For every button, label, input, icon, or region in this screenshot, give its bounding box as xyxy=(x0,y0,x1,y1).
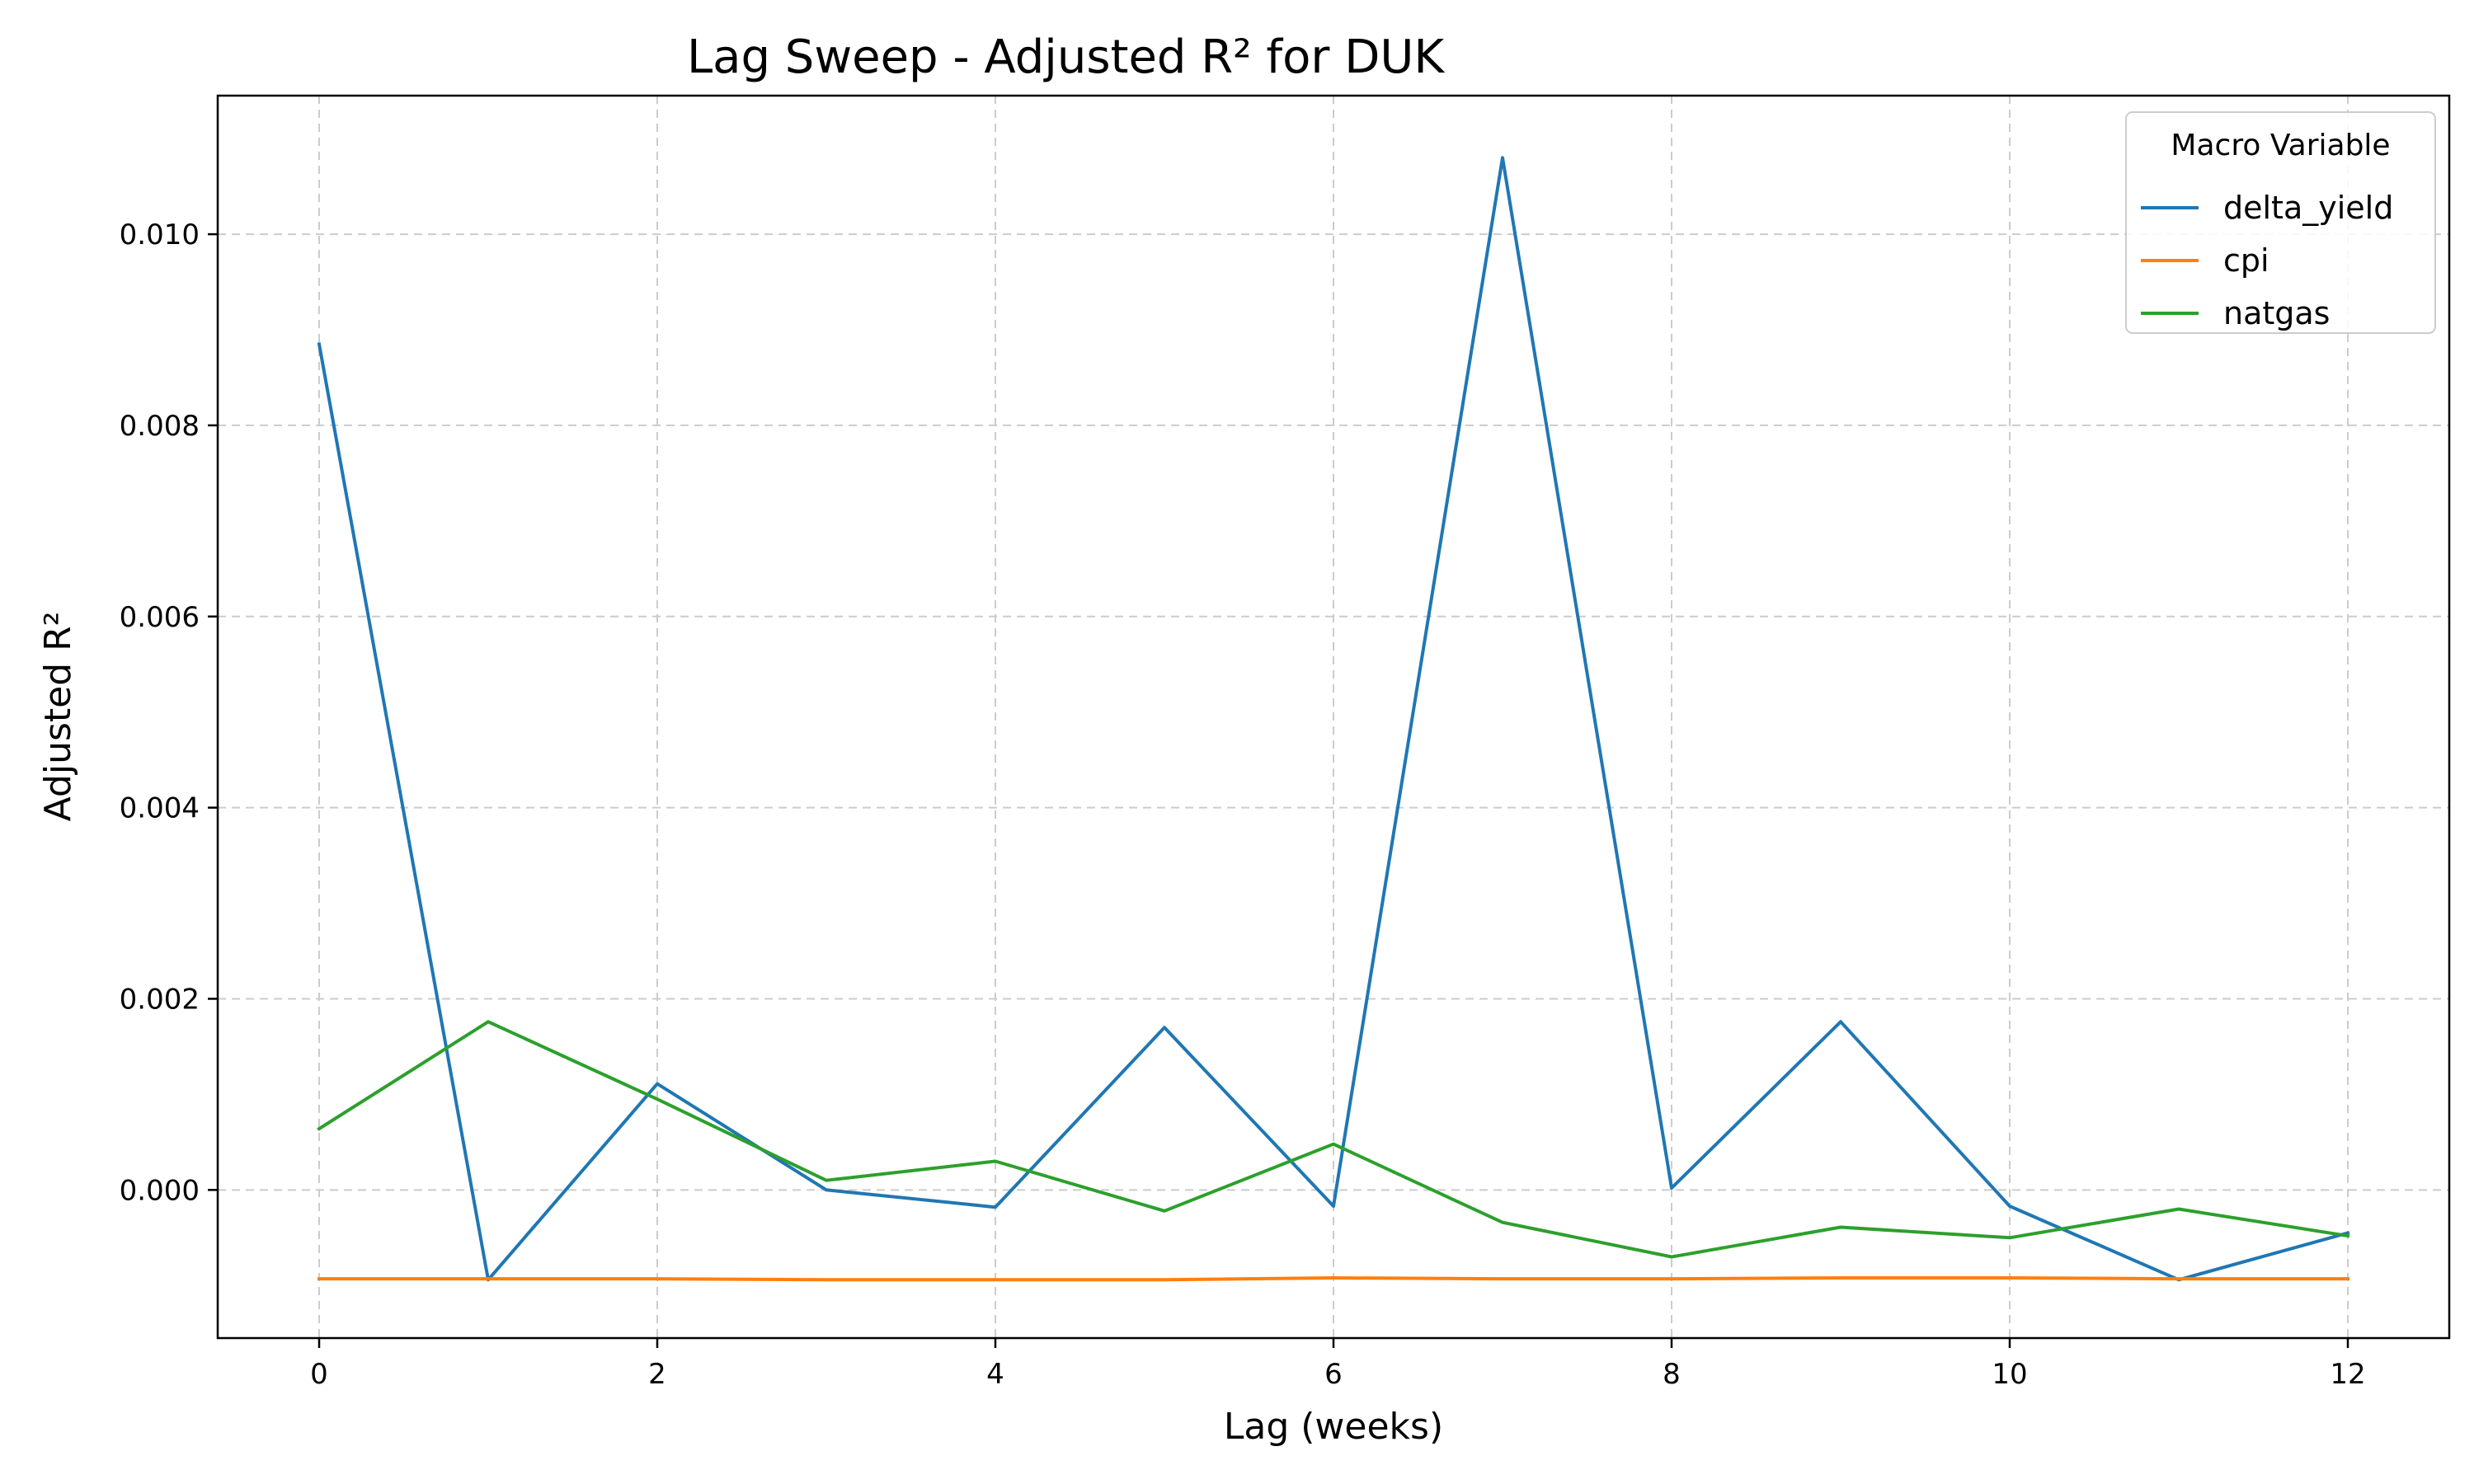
y-axis: 0.000 0.002 0.004 0.006 0.008 0.010 xyxy=(120,218,218,1207)
series-line-natgas xyxy=(317,1020,2350,1259)
y-tick-label: 0.010 xyxy=(120,218,200,251)
x-tick-label: 4 xyxy=(986,1358,1004,1391)
legend-title: Macro Variable xyxy=(2171,129,2390,162)
series-line-cpi xyxy=(317,1276,2349,1282)
legend-label: delta_yield xyxy=(2223,190,2393,226)
y-tick-label: 0.008 xyxy=(120,410,200,443)
legend-label: cpi xyxy=(2223,242,2269,279)
y-tick-label: 0.006 xyxy=(120,601,200,634)
legend-box xyxy=(2125,111,2436,334)
legend-label: natgas xyxy=(2223,295,2330,331)
x-tick-label: 6 xyxy=(1324,1358,1343,1391)
series-layer xyxy=(317,156,2350,1282)
y-tick-label: 0.002 xyxy=(120,983,200,1016)
grid xyxy=(218,96,2449,1338)
x-tick-label: 2 xyxy=(648,1358,666,1391)
x-tick-label: 8 xyxy=(1663,1358,1681,1391)
chart-title: Lag Sweep - Adjusted R² for DUK xyxy=(687,31,1445,84)
series-line-delta-yield xyxy=(317,156,2350,1282)
y-tick-label: 0.000 xyxy=(120,1174,200,1207)
y-axis-label: Adjusted R² xyxy=(37,612,79,822)
x-tick-label: 0 xyxy=(310,1358,328,1391)
y-tick-label: 0.004 xyxy=(120,792,200,825)
x-axis: 0 2 4 6 8 10 12 xyxy=(310,1338,2366,1391)
x-tick-label: 10 xyxy=(1992,1358,2027,1391)
x-tick-label: 12 xyxy=(2330,1358,2365,1391)
x-axis-label: Lag (weeks) xyxy=(1224,1406,1443,1448)
